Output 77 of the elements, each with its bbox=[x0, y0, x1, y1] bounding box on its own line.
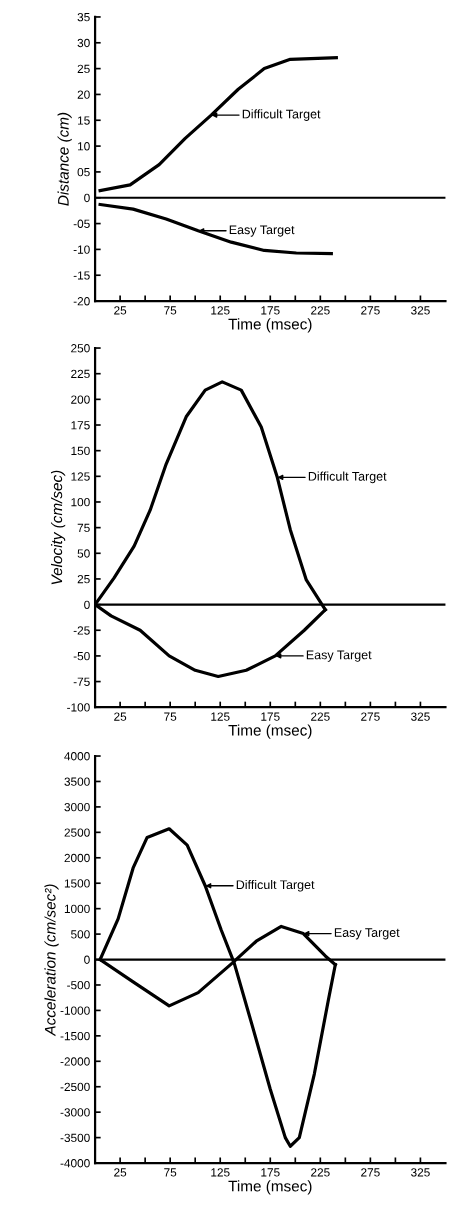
y-tick-label: 4000 bbox=[64, 752, 90, 761]
x-tick-label: 225 bbox=[311, 1168, 330, 1177]
y-tick-label: 35 bbox=[77, 12, 90, 22]
y-tick-label: -2500 bbox=[60, 1082, 90, 1092]
y-tick-label: 0 bbox=[84, 600, 90, 609]
x-tick-label: 125 bbox=[211, 712, 230, 721]
y-tick-label: 30 bbox=[77, 38, 90, 48]
y-tick-label: 250 bbox=[71, 344, 90, 353]
x-tick-label: 175 bbox=[261, 1168, 280, 1177]
annotation: Difficult Target bbox=[308, 471, 387, 484]
y-tick-label: 225 bbox=[71, 369, 90, 379]
y-tick-label: 1000 bbox=[64, 904, 90, 914]
x-tick-label: 275 bbox=[361, 1168, 380, 1177]
y-tick-label: 75 bbox=[77, 523, 90, 533]
y-tick-label: 10 bbox=[78, 142, 90, 151]
annotation: Difficult Target bbox=[242, 109, 321, 121]
y-tick-label: -20 bbox=[73, 297, 90, 306]
x-tick-label: 275 bbox=[361, 306, 380, 315]
y-tick-label: -05 bbox=[73, 219, 90, 228]
x-tick-label: 75 bbox=[164, 306, 177, 315]
annotation: Difficult Target bbox=[236, 879, 315, 892]
x-tick-label: 325 bbox=[411, 712, 430, 721]
y-tick-label: 20 bbox=[77, 90, 90, 99]
y-tick-label: 150 bbox=[71, 446, 90, 456]
y-tick-label: -15 bbox=[73, 271, 90, 280]
x-tick-label: 275 bbox=[361, 712, 380, 721]
y-tick-label: 25 bbox=[77, 574, 90, 584]
y-tick-label: 0 bbox=[84, 193, 90, 203]
y-axis-title: Distance (cm) bbox=[57, 112, 72, 206]
x-tick-label: 25 bbox=[114, 306, 127, 315]
y-tick-label: -50 bbox=[73, 651, 90, 661]
x-tick-label: 25 bbox=[114, 712, 127, 721]
y-tick-label: 100 bbox=[71, 498, 90, 507]
y-tick-label: 05 bbox=[77, 167, 90, 177]
x-axis-title: Time (msec) bbox=[228, 1180, 312, 1195]
y-axis-title: Acceleration (cm/sec²) bbox=[44, 884, 59, 1037]
x-tick-label: 175 bbox=[261, 306, 280, 315]
y-tick-label: 15 bbox=[78, 116, 90, 125]
y-tick-label: -2000 bbox=[60, 1057, 90, 1066]
y-axis-title: Velocity (cm/sec) bbox=[50, 470, 66, 585]
x-axis-title: Time (msec) bbox=[228, 724, 312, 739]
annotation: Easy Target bbox=[229, 225, 295, 237]
y-tick-label: -75 bbox=[73, 677, 90, 686]
x-tick-label: 125 bbox=[211, 1168, 230, 1177]
y-tick-label: 25 bbox=[77, 64, 90, 73]
y-tick-label: 2500 bbox=[64, 828, 90, 837]
y-tick-label: 175 bbox=[71, 421, 90, 430]
y-tick-label: -1500 bbox=[60, 1031, 90, 1041]
y-tick-label: -25 bbox=[73, 626, 90, 635]
x-tick-label: 325 bbox=[411, 1168, 430, 1177]
y-tick-label: 50 bbox=[77, 549, 90, 558]
y-tick-label: -500 bbox=[67, 981, 90, 990]
x-tick-label: 75 bbox=[164, 1168, 177, 1177]
y-tick-label: 1500 bbox=[64, 879, 90, 888]
x-tick-label: 125 bbox=[211, 306, 230, 315]
y-tick-label: 2000 bbox=[64, 853, 90, 863]
x-axis-title: Time (msec) bbox=[228, 318, 312, 333]
x-tick-label: 175 bbox=[261, 712, 280, 721]
y-tick-label: -10 bbox=[73, 245, 90, 254]
y-tick-label: -1000 bbox=[60, 1006, 90, 1015]
y-tick-label: 500 bbox=[71, 930, 90, 939]
y-tick-label: -4000 bbox=[60, 1159, 90, 1168]
x-tick-label: 225 bbox=[311, 712, 330, 721]
y-tick-label: -3000 bbox=[60, 1108, 90, 1117]
annotation: Easy Target bbox=[306, 650, 372, 662]
annotation: Easy Target bbox=[334, 928, 400, 940]
x-tick-label: 75 bbox=[164, 712, 177, 721]
y-tick-label: 0 bbox=[84, 955, 90, 964]
y-tick-label: 200 bbox=[71, 395, 90, 404]
y-tick-label: 125 bbox=[71, 472, 90, 481]
y-tick-label: 3000 bbox=[64, 802, 90, 812]
x-tick-label: 25 bbox=[114, 1168, 127, 1177]
x-tick-label: 225 bbox=[311, 306, 330, 315]
y-tick-label: 3500 bbox=[64, 777, 90, 786]
y-tick-label: -100 bbox=[67, 703, 90, 712]
x-tick-label: 325 bbox=[411, 306, 430, 315]
y-tick-label: -3500 bbox=[60, 1133, 90, 1142]
